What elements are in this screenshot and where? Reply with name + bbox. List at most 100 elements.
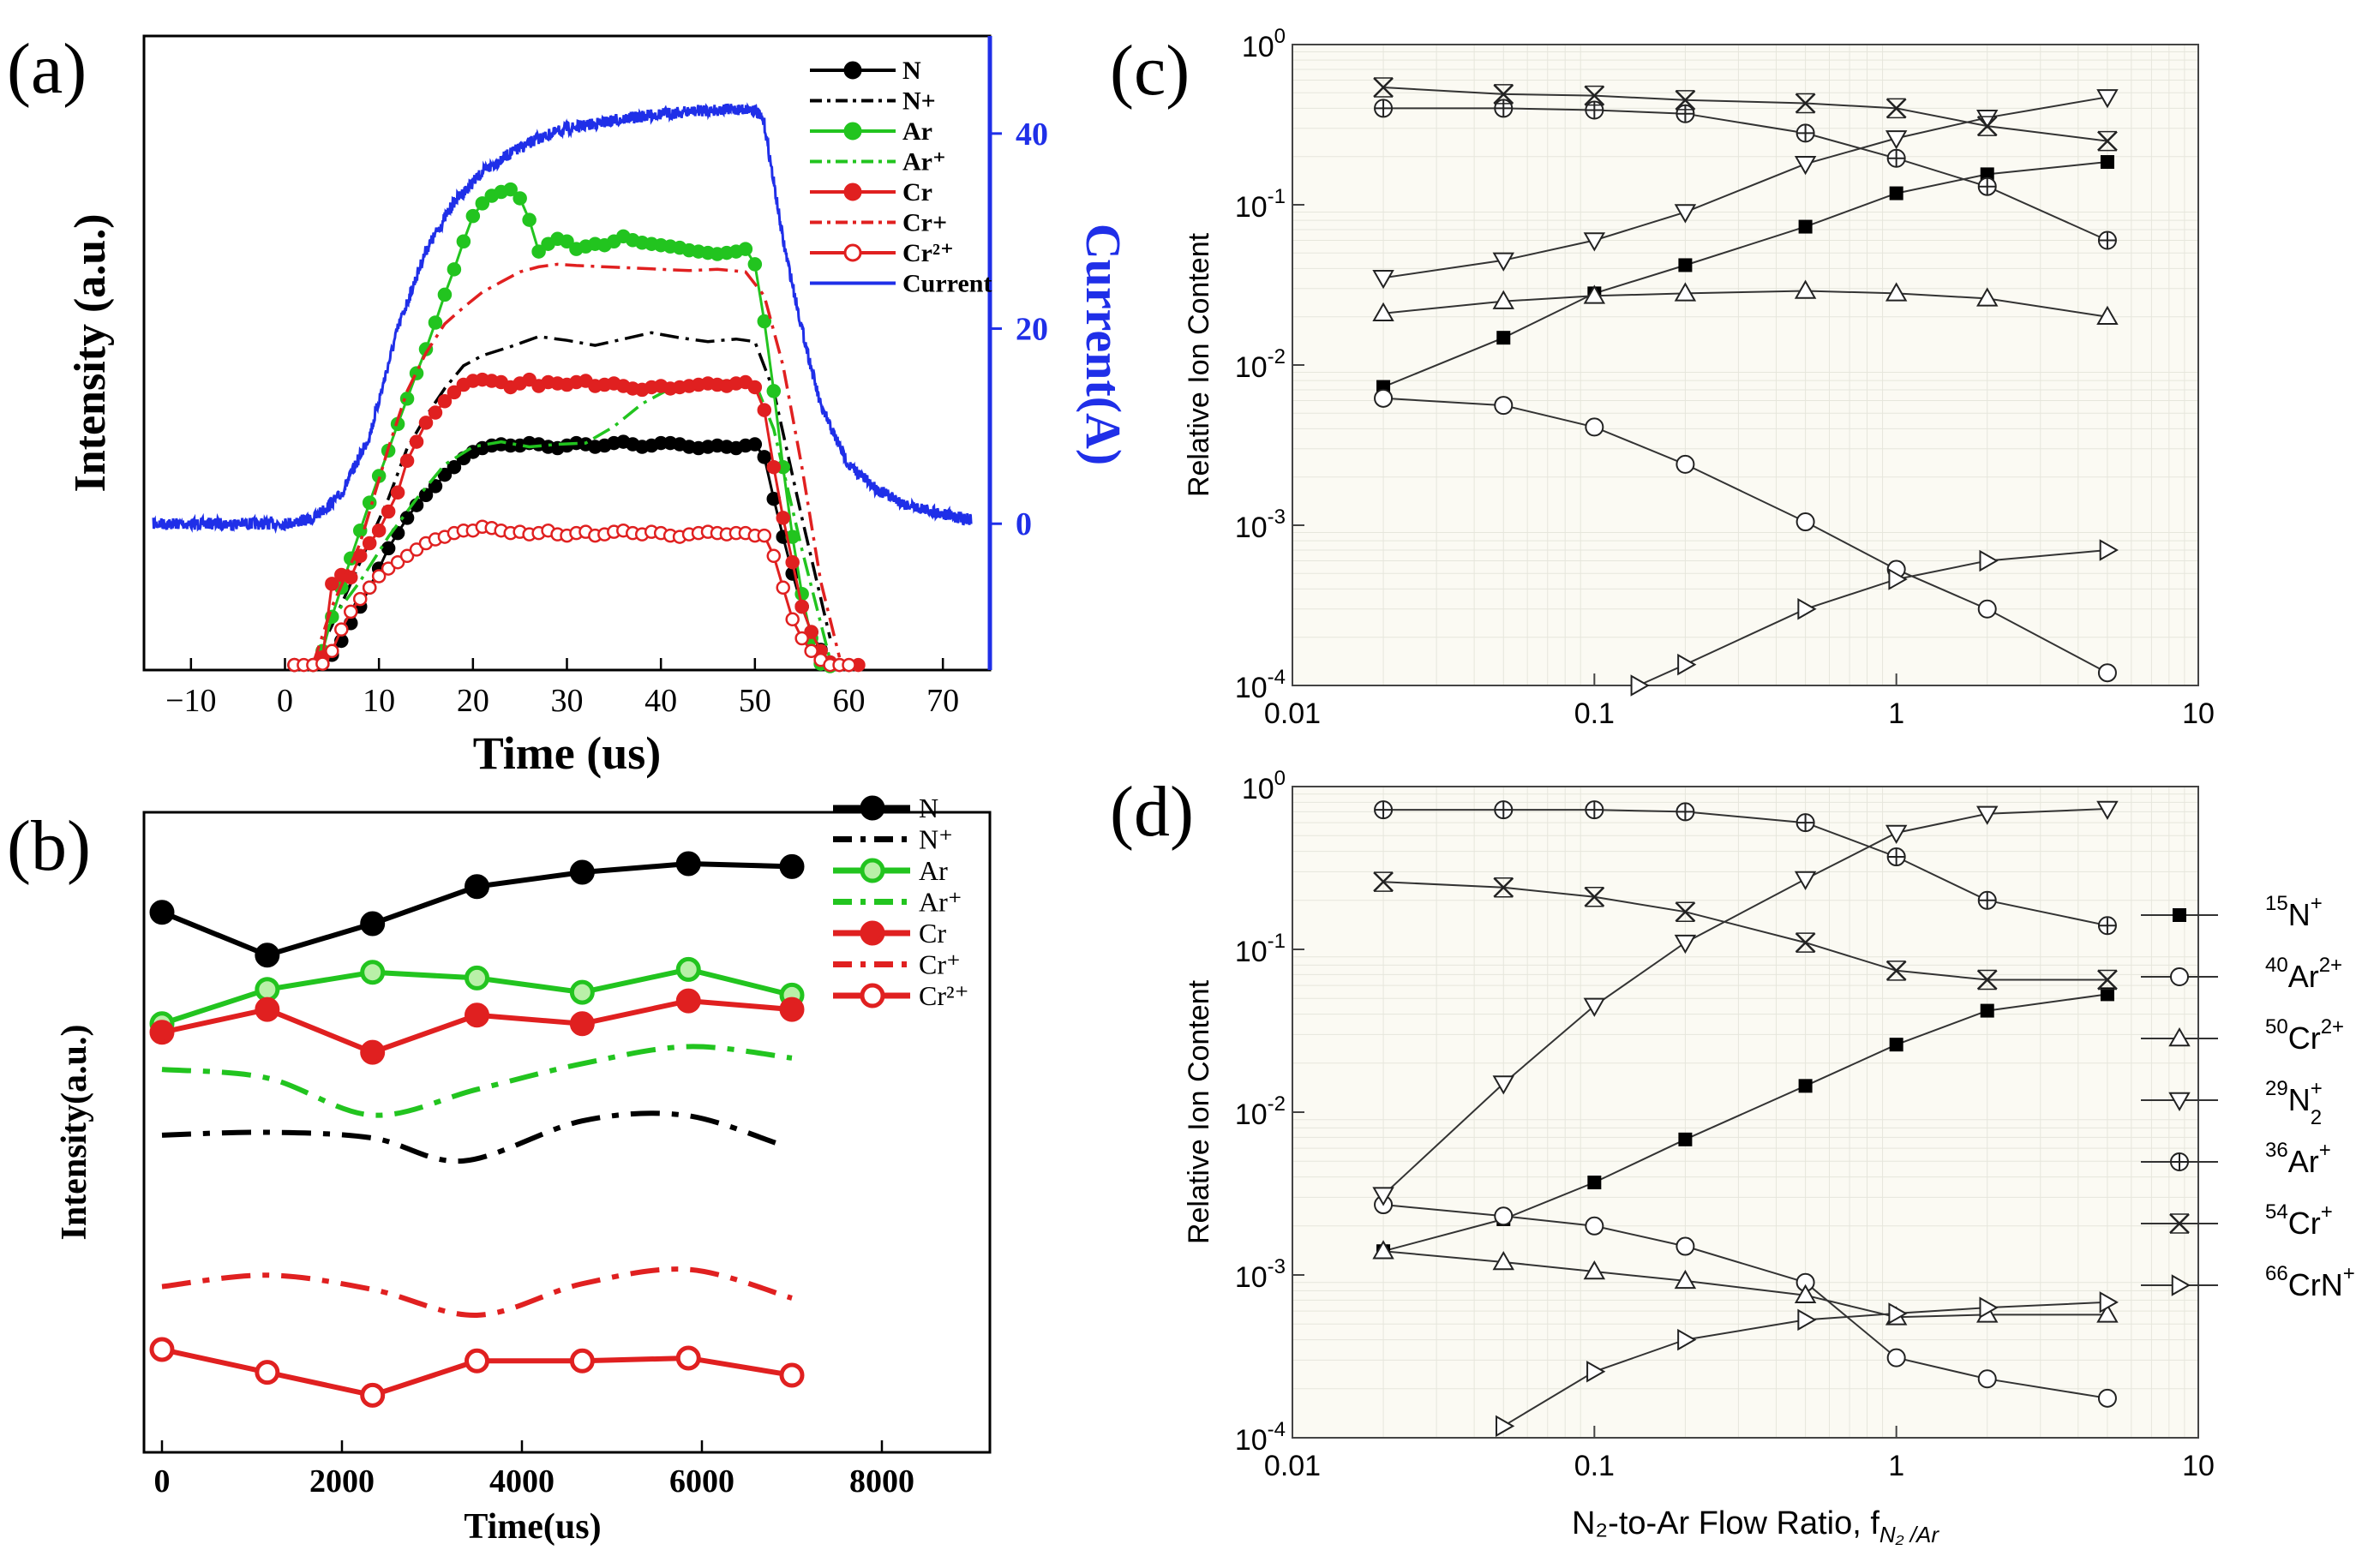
legend-charge-d: 2+	[2321, 1015, 2344, 1038]
data-point-Cr	[149, 1020, 175, 1045]
data-point-d-54Crplus	[1675, 901, 1696, 923]
data-point-Cr2plus	[344, 604, 358, 619]
legend-label-b: Ar	[919, 855, 948, 886]
data-point-Cr	[675, 988, 701, 1014]
data-point-c-29N2plus	[1583, 232, 1606, 252]
data-point-c-54Crplus-bars	[1795, 93, 1815, 114]
data-point-d-54Crplus-lines	[1675, 901, 1696, 923]
y-tick-exponent-d: -1	[1268, 930, 1286, 953]
series-line-c-54Crplus	[1383, 87, 2108, 142]
plot-background-c	[1292, 45, 2198, 685]
legend-isotope-d: 36	[2265, 1139, 2288, 1162]
x-tick-label-c: 1	[1888, 697, 1904, 730]
data-point-c-54Crplus-lines	[1795, 93, 1816, 114]
data-point-c-54Crplus-bars	[1374, 77, 1394, 98]
series-line-Crplus	[161, 1266, 793, 1318]
series-line-d-29N2plus	[1382, 808, 2107, 1196]
data-point-d-36Arplus	[1494, 800, 1514, 820]
legend-isotope-d: 15	[2265, 892, 2288, 915]
data-point-d-66CrNplus	[1586, 1361, 1606, 1383]
panel-label-b: (b)	[7, 806, 91, 886]
y2-axis-title-a: Current(A)	[1076, 224, 1131, 465]
data-point-c-54Crplus	[1584, 85, 1605, 106]
data-point-c-54Crplus	[1493, 84, 1514, 105]
data-point-c-50Cr2plus	[2096, 305, 2119, 325]
y-axis-title-b: Intensity(a.u.)	[55, 1024, 94, 1240]
data-point-Cr	[371, 523, 387, 538]
legend-symbol-d: CrN	[2288, 1267, 2343, 1302]
panel-label-a: (a)	[7, 29, 87, 109]
data-point-N	[447, 459, 462, 475]
data-point-Cr2plus	[352, 591, 368, 607]
y-tick-exponent-d: -3	[1268, 1255, 1286, 1278]
data-point-c-54Crplus	[1885, 98, 1907, 119]
legend-label-b: Cr	[919, 918, 946, 949]
legend-label-a: Cr²⁺	[902, 239, 954, 267]
x-tick-label-a: 20	[457, 683, 489, 719]
legend-label-b: N⁺	[919, 824, 953, 855]
x-tick-label-b: 6000	[669, 1463, 734, 1499]
y-tick-exponent-c: 0	[1274, 25, 1286, 48]
legend-marker-a	[843, 243, 862, 262]
data-point-d-29N2plus	[1372, 1187, 1394, 1206]
data-point-c-15Nplus	[1798, 219, 1813, 234]
data-point-d-29N2plus	[1583, 997, 1606, 1017]
series-line-d-40Ar2plus	[1383, 1204, 2108, 1399]
data-point-N	[675, 851, 701, 877]
data-point-c-50Cr2plus	[1976, 287, 1999, 307]
data-point-c-40Ar2plus	[1795, 512, 1815, 532]
x-tick-label-b: 4000	[489, 1463, 555, 1499]
data-point-c-54Crplus-bars	[1977, 116, 1997, 136]
y2-tick-label-a: 40	[1016, 117, 1048, 153]
data-point-Cr	[794, 599, 809, 614]
data-point-Cr	[418, 416, 434, 430]
data-point-Cr2plus	[371, 569, 387, 584]
data-point-c-54Crplus-bars	[1886, 98, 1906, 119]
data-point-Cr	[785, 554, 800, 570]
data-point-c-54Crplus-bars	[1585, 85, 1604, 106]
data-point-c-66CrNplus	[2099, 539, 2119, 561]
data-point-c-54Crplus-lines	[1584, 85, 1605, 106]
data-point-Ar	[475, 196, 490, 211]
data-point-Cr	[390, 485, 405, 500]
data-point-Cr	[776, 511, 790, 525]
data-point-c-29N2plus	[1976, 110, 1999, 129]
data-point-d-54Crplus-bars	[1886, 961, 1906, 981]
data-point-c-54Crplus-bars	[2097, 130, 2117, 152]
data-point-N	[779, 853, 805, 879]
data-point-c-40Ar2plus	[1494, 396, 1514, 416]
data-point-c-15Nplus	[2100, 155, 2114, 170]
data-point-c-36Arplus	[1977, 177, 1997, 196]
series-line-Arplus	[311, 379, 832, 665]
data-point-d-66CrNplus	[2099, 1291, 2119, 1314]
data-point-d-40Ar2plus	[1494, 1206, 1514, 1226]
data-point-c-54Crplus-lines	[1493, 84, 1514, 105]
data-point-d-40Ar2plus	[1977, 1369, 1997, 1389]
data-point-N	[428, 479, 443, 494]
data-point-d-54Crplus-lines	[1885, 960, 1907, 981]
data-point-c-54Crplus-lines	[1976, 116, 1998, 136]
data-point-Ar	[560, 234, 574, 249]
data-point-Ar	[352, 523, 368, 538]
legend-charge-d: +	[2311, 892, 2323, 915]
data-point-Cr2plus	[399, 548, 415, 564]
data-point-c-36Arplus	[1494, 99, 1514, 118]
data-point-d-36Arplus-cross	[1495, 801, 1513, 819]
data-point-Cr2plus	[569, 1348, 595, 1373]
data-point-d-54Crplus-bars	[1676, 901, 1695, 922]
legend-marker-d	[2168, 1026, 2191, 1047]
legend-marker-d	[2170, 967, 2189, 986]
x-tick-label-b: 8000	[849, 1463, 914, 1499]
series-line-Cr2plus	[294, 525, 849, 667]
legend-label-b: Cr⁺	[919, 949, 961, 980]
legend-charge-d: +	[2343, 1262, 2355, 1285]
data-point-Ar	[503, 182, 518, 197]
data-point-d-50Cr2plus	[1372, 1240, 1394, 1260]
data-point-d-36Arplus	[1977, 890, 1997, 910]
data-point-Ar	[766, 384, 782, 398]
legend-label-b: N	[919, 793, 938, 823]
data-point-Cr2plus	[785, 612, 800, 627]
data-point-c-66CrNplus	[1630, 674, 1650, 697]
data-point-Cr	[747, 380, 763, 395]
data-point-d-50Cr2plus	[2096, 1303, 2119, 1323]
